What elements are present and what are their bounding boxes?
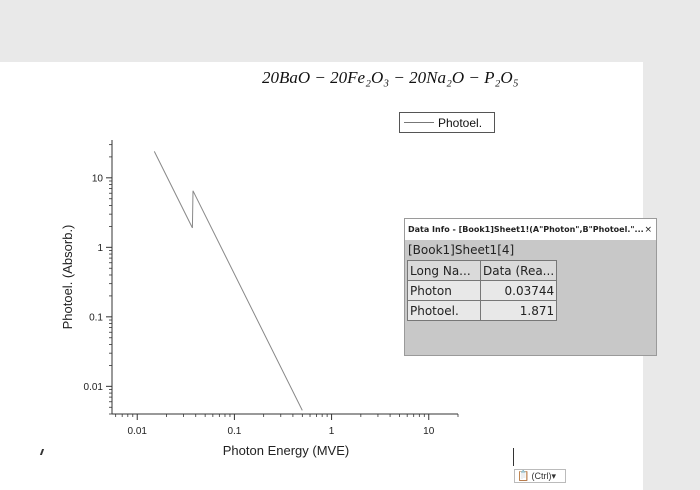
table-row: Photon 0.03744 [407,280,558,301]
paste-options-label: (Ctrl) [531,471,552,481]
close-icon[interactable]: × [644,224,652,235]
x-tick-label: 10 [423,426,435,437]
axes [111,140,458,415]
data-info-sheet-label: [Book1]Sheet1[4] [408,243,515,257]
y-tick-label: 1 [97,243,103,254]
tick-labels: 0.01 0.1 1 10 0.01 0.1 1 10 [84,173,435,437]
y-tick-label: 0.1 [89,312,103,323]
chart-title-text: 20BaO − 20Fe₂O₃ − 20Na₂O − P₂O₅ [262,68,519,87]
y-tick-label: 0.01 [84,382,104,393]
row-name-cell: Photoel. [407,300,481,321]
clipboard-icon: 📋 [517,470,530,482]
row-value-cell: 0.03744 [479,280,558,301]
x-tick-label: 1 [329,426,335,437]
chart-title: 20BaO − 20Fe₂O₃ − 20Na₂O − P₂O₅ [262,68,562,88]
data-info-title: Data Info - [Book1]Sheet1!(A"Photon",B"P… [408,225,644,234]
row-name-cell: Photon [407,280,481,301]
legend[interactable]: Photoel. [399,112,495,133]
column-header-name[interactable]: Long Na... [407,260,481,281]
tick-marks [106,144,459,420]
text-cursor [513,448,514,466]
y-axis-title: Photoel. (Absorb.) [60,225,75,330]
table-header-row: Long Na... Data (Rea... [407,260,558,281]
data-info-window[interactable]: Data Info - [Book1]Sheet1!(A"Photon",B"P… [404,218,657,356]
data-info-titlebar[interactable]: Data Info - [Book1]Sheet1!(A"Photon",B"P… [405,219,656,240]
chevron-down-icon: ▾ [551,470,556,481]
y-tick-label: 10 [92,173,104,184]
series-line-photoel [153,151,303,411]
paste-options-button[interactable]: 📋 (Ctrl) ▾ [514,469,566,483]
row-value-cell: 1.871 [479,300,558,321]
x-tick-label: 0.01 [127,426,147,437]
legend-label-photoel: Photoel. [438,115,483,130]
x-tick-label: 0.1 [227,426,241,437]
legend-swatch-photoel [404,122,434,123]
x-axis-title: Photon Energy (MVE) [223,443,349,458]
series-lines [153,151,303,411]
column-header-value[interactable]: Data (Rea... [479,260,558,281]
table-row: Photoel. 1.871 [407,300,558,321]
data-info-table: Long Na... Data (Rea... Photon 0.03744 P… [407,260,558,321]
